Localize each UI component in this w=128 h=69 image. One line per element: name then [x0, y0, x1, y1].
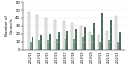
Bar	[56, 39, 58, 50]
Bar	[106, 31, 108, 50]
Bar	[110, 20, 112, 50]
Bar	[84, 27, 86, 50]
Bar	[93, 23, 95, 50]
Bar	[40, 35, 42, 50]
Bar	[80, 26, 82, 50]
Bar	[66, 31, 68, 50]
Bar	[49, 34, 51, 50]
Bar	[28, 12, 30, 50]
Bar	[82, 37, 84, 50]
Bar	[65, 39, 66, 50]
Bar	[36, 15, 38, 50]
Y-axis label: Number of
Councils: Number of Councils	[5, 15, 14, 36]
Bar	[115, 16, 117, 50]
Bar	[45, 18, 47, 50]
Bar	[98, 35, 99, 50]
Bar	[108, 40, 110, 50]
Bar	[38, 40, 40, 50]
Bar	[89, 32, 91, 50]
Bar	[54, 20, 56, 50]
Bar	[47, 40, 49, 50]
Bar	[117, 42, 119, 50]
Bar	[73, 39, 75, 50]
Bar	[58, 32, 60, 50]
Bar	[31, 37, 33, 50]
Bar	[99, 42, 101, 50]
Bar	[119, 32, 121, 50]
Bar	[91, 35, 93, 50]
Bar	[75, 29, 77, 50]
Bar	[101, 13, 103, 50]
Bar	[30, 42, 31, 50]
Bar	[63, 21, 65, 50]
Bar	[71, 23, 73, 50]
